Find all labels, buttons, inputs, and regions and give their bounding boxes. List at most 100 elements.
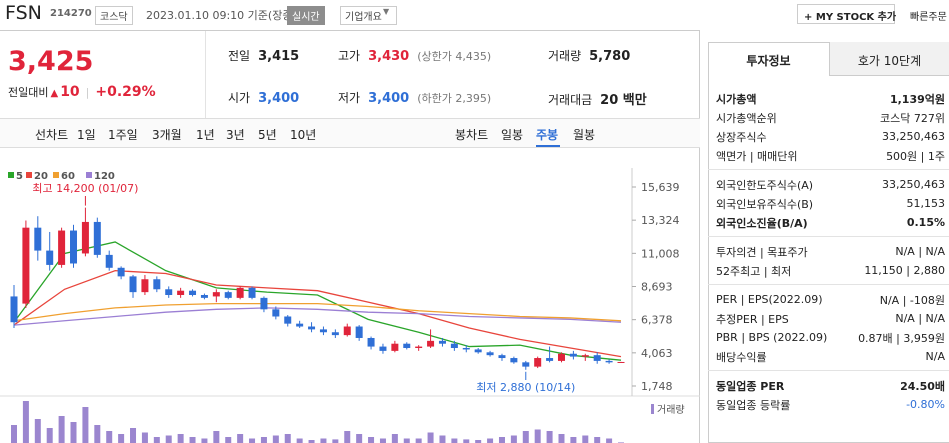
candle-body — [284, 316, 292, 324]
volume-bar — [189, 437, 196, 443]
volume-bar — [70, 422, 77, 443]
summary-item: 고가 3,430 (상한가 4,435) — [338, 47, 491, 64]
stock-code: 214270 — [50, 8, 92, 19]
volume-bar — [582, 435, 589, 443]
candle-body — [546, 358, 554, 361]
volume-bar — [403, 438, 410, 443]
legend-swatch — [8, 172, 14, 178]
candle-body — [403, 343, 411, 349]
info-row: 배당수익률 N/A — [708, 347, 949, 366]
info-group: 동일업종 PER 24.50배 동일업종 등락률 -0.80% — [708, 370, 949, 418]
info-row: 투자의견 | 목표주가 N/A | N/A — [708, 242, 949, 261]
volume-bar — [94, 425, 101, 443]
volume-bar — [118, 434, 125, 443]
summary-value: 3,400 — [258, 91, 300, 106]
candle-body — [177, 290, 185, 296]
info-value: 0.87배 | 3,959원 — [858, 331, 945, 345]
info-row: 외국인소진율(B/A) 0.15% — [708, 213, 949, 232]
candle-body — [474, 349, 482, 353]
candle-body — [81, 221, 89, 254]
candle-body — [308, 326, 316, 330]
volume-legend-swatch — [651, 404, 654, 414]
volume-bar — [391, 434, 398, 443]
candle-tab[interactable]: 월봉 — [573, 128, 596, 142]
info-value: 24.50배 — [900, 379, 945, 393]
candle-chart-label: 봉차트 — [455, 128, 489, 142]
info-row: 52주최고 | 최저 11,150 | 2,880 — [708, 261, 949, 280]
info-value: N/A | N/A — [895, 245, 945, 258]
info-group: 투자의견 | 목표주가 N/A | N/A 52주최고 | 최저 11,150 | 2… — [708, 236, 949, 284]
volume-bar — [82, 407, 89, 443]
summary-item: 거래대금 20 백만 — [548, 89, 647, 108]
period-tab[interactable]: 3개월 — [152, 128, 182, 142]
candle-body — [415, 346, 423, 349]
candle-body — [22, 227, 30, 304]
mystock-text: MY STOCK 추가 — [815, 12, 897, 23]
candle-body — [165, 289, 173, 296]
candle-body — [510, 358, 518, 363]
legend-label: 60 — [61, 171, 75, 182]
volume-bar — [201, 438, 208, 443]
low-annotation: 최저 2,880 (10/14) — [476, 381, 575, 394]
candle-body — [248, 287, 256, 298]
separator: | — [85, 86, 90, 99]
legend-label: 20 — [34, 171, 48, 182]
info-value: 코스닥 727위 — [880, 111, 945, 125]
candle-body — [438, 340, 446, 344]
change-rate: +0.29% — [95, 84, 156, 100]
volume-bar — [141, 432, 148, 443]
period-tab[interactable]: 10년 — [290, 128, 317, 142]
summary-note: (상한가 4,435) — [417, 50, 492, 63]
period-tab[interactable]: 3년 — [226, 128, 245, 142]
candle-body — [379, 346, 387, 351]
info-label: 시가총액 — [716, 92, 757, 106]
volume-bar — [11, 425, 17, 443]
candle-body — [34, 227, 42, 251]
info-row: 액면가 | 매매단위 500원 | 1주 — [708, 146, 949, 165]
orderbook-tab[interactable]: 호가 10단계 — [829, 42, 949, 76]
mystock-button[interactable]: + MY STOCK 추가 — [797, 4, 897, 24]
quick-order[interactable]: 빠른주문 — [910, 12, 947, 23]
candle-tab[interactable]: 일봉 — [501, 128, 524, 142]
info-row: PER | EPS(2022.09) N/A | -108원 — [708, 290, 949, 309]
candle-body — [557, 353, 565, 361]
dropdown-icon: ▼ — [383, 7, 390, 16]
period-tab[interactable]: 1일 — [77, 128, 96, 142]
volume-bar — [510, 435, 517, 443]
volume-bar — [463, 439, 470, 443]
info-group: 시가총액 1,139억원 시가총액순위 코스닥 727위 상장주식수 33,250,463… — [708, 84, 949, 169]
candle-body — [391, 343, 399, 351]
period-tab[interactable]: 1주일 — [108, 128, 138, 142]
main-panel — [0, 30, 700, 443]
realtime-badge[interactable]: 실시간 — [287, 6, 325, 25]
chart: 1,748 4,063 6,378 8,693 11,008 13,324 15,639 5 2… — [0, 168, 700, 443]
period-tab[interactable]: 1년 — [196, 128, 215, 142]
summary-item: 시가 3,400 — [228, 89, 299, 106]
candle-body — [105, 254, 113, 268]
info-group: PER | EPS(2022.09) N/A | -108원 추정PER | EPS… — [708, 284, 949, 370]
candle-body — [296, 323, 304, 327]
candle-body — [319, 329, 327, 333]
candle-tab[interactable]: 주봉 — [536, 128, 559, 142]
volume-bar — [260, 437, 267, 443]
summary-label: 저가 — [338, 91, 361, 105]
legend-swatch — [26, 172, 32, 178]
candle-body — [212, 292, 220, 297]
overview-button[interactable]: 기업개요 — [340, 6, 397, 25]
info-label: 투자의견 | 목표주가 — [716, 245, 808, 259]
summary-label: 고가 — [338, 49, 361, 63]
info-row: 시가총액 1,139억원 — [708, 89, 949, 108]
info-tab[interactable]: 투자정보 — [746, 54, 791, 68]
volume-bar — [606, 438, 613, 443]
volume-bar — [296, 438, 303, 443]
ma-line — [13, 241, 622, 361]
info-value: N/A — [925, 350, 945, 363]
volume-bar — [475, 440, 482, 443]
candle-body — [200, 295, 208, 298]
period-tab[interactable]: 5년 — [258, 128, 277, 142]
volume-bar — [570, 437, 577, 443]
legend-label: 120 — [94, 171, 115, 182]
candle-body — [153, 279, 161, 290]
candle-body — [605, 360, 613, 363]
